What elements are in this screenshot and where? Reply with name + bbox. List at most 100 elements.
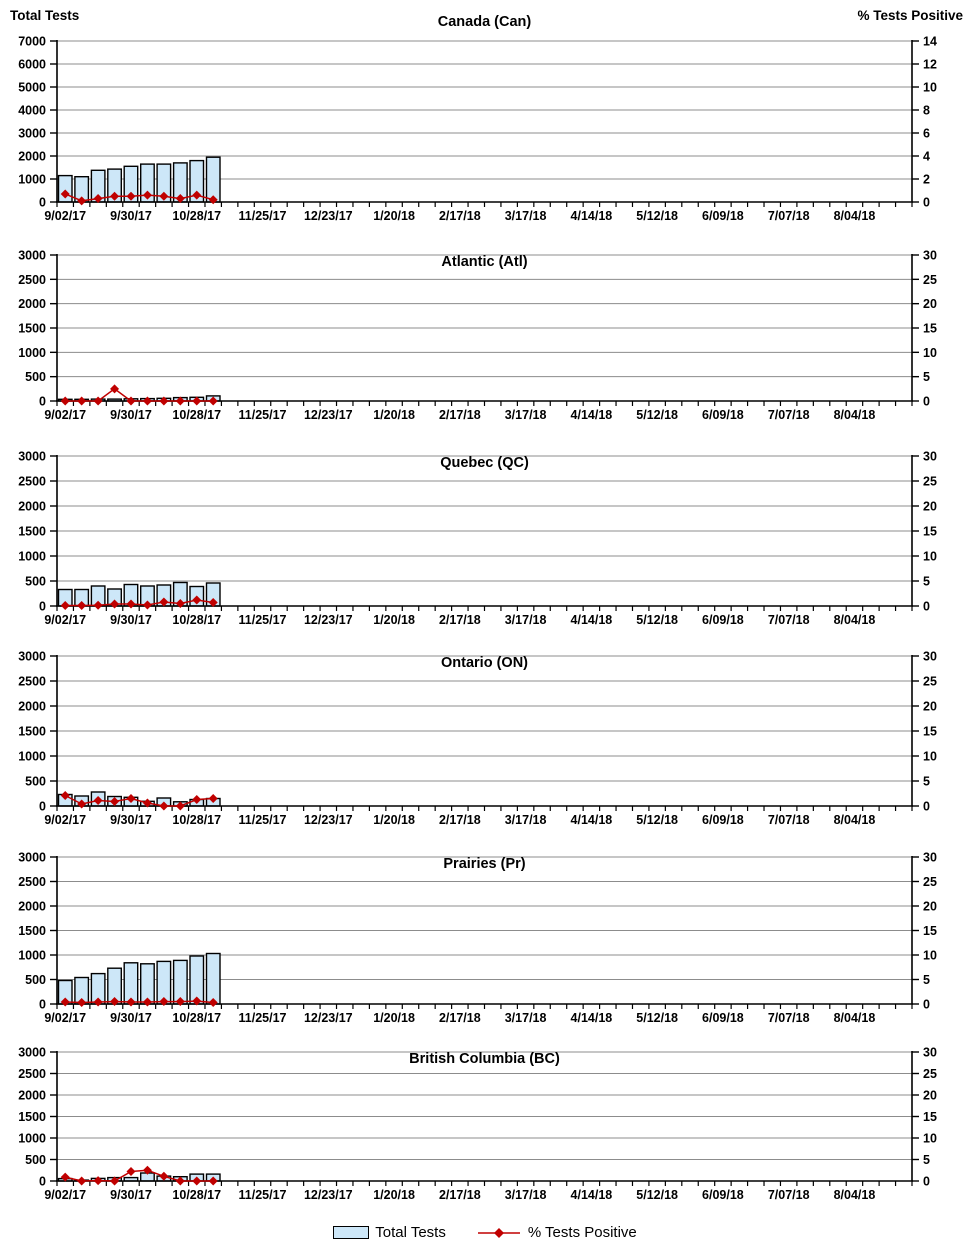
y-tick-label-left: 2500 — [18, 475, 46, 489]
y-tick-label-left: 1000 — [18, 346, 46, 360]
pct-positive-marker — [126, 396, 136, 406]
x-tick-label: 9/02/17 — [44, 1011, 86, 1025]
y-tick-label-left: 1500 — [18, 322, 46, 336]
y-tick-label-right: 0 — [923, 395, 930, 409]
pct-positive-marker — [192, 190, 202, 200]
pct-positive-marker — [175, 801, 185, 811]
y-tick-label-left: 3000 — [18, 450, 46, 464]
x-tick-label: 1/20/18 — [373, 1011, 415, 1025]
x-tick-label: 9/02/17 — [44, 209, 86, 223]
x-tick-label: 3/17/18 — [505, 209, 547, 223]
y-tick-label-left: 3000 — [18, 851, 46, 865]
x-tick-label: 8/04/18 — [834, 1011, 876, 1025]
total-tests-bars — [57, 156, 221, 203]
x-tick-label: 9/02/17 — [44, 408, 86, 422]
y-tick-label-left: 1500 — [18, 924, 46, 938]
pct-positive-marker — [110, 1176, 120, 1186]
x-tick-label: 5/12/18 — [636, 1011, 678, 1025]
chart-title: Canada (Can) — [438, 14, 532, 30]
pct-positive-line — [60, 996, 218, 1008]
x-tick-label: 1/20/18 — [373, 209, 415, 223]
x-tick-label: 5/12/18 — [636, 613, 678, 627]
pct-positive-marker — [93, 396, 103, 406]
x-tick-label: 3/17/18 — [505, 1011, 547, 1025]
y-axis-right-labels: 0 5 10 15 20 25 30 — [912, 450, 937, 614]
pct-positive-marker — [126, 191, 136, 201]
x-tick-label: 7/07/18 — [768, 209, 810, 223]
x-tick-label: 8/04/18 — [834, 813, 876, 827]
x-tick-label: 6/09/18 — [702, 408, 744, 422]
gridlines — [57, 655, 912, 782]
y-tick-label-right: 6 — [923, 127, 930, 141]
y-axis-left-labels: 0 1000 2000 3000 4000 5000 6000 7000 — [18, 35, 57, 210]
y-tick-label-left: 0 — [39, 395, 46, 409]
x-tick-label: 12/23/17 — [304, 813, 353, 827]
y-tick-label-right: 10 — [923, 550, 937, 564]
pct-positive-marker — [175, 1176, 185, 1186]
legend-item-pct-positive: % Tests Positive — [476, 1224, 637, 1241]
pct-positive-marker — [93, 194, 103, 204]
y-tick-label-left: 3000 — [18, 650, 46, 664]
pct-positive-marker — [93, 997, 103, 1007]
x-axis-ticks: 9/02/17 9/30/17 10/28/17 11/25/17 12/23/17 1/… — [44, 806, 913, 827]
x-tick-label: 4/14/18 — [571, 1188, 613, 1202]
left-axis-header: Total Tests — [10, 8, 80, 23]
total-tests-bars — [57, 581, 221, 607]
legend-label: % Tests Positive — [527, 1224, 637, 1241]
x-tick-label: 5/12/18 — [636, 813, 678, 827]
pct-positive-marker — [77, 799, 87, 809]
y-tick-label-right: 0 — [923, 1175, 930, 1189]
y-tick-label-right: 20 — [923, 700, 937, 714]
y-axis-left-labels: 0 500 1000 1500 2000 2500 3000 — [18, 1046, 57, 1189]
y-tick-label-left: 1000 — [18, 750, 46, 764]
y-tick-label-left: 3000 — [18, 249, 46, 263]
x-tick-label: 12/23/17 — [304, 209, 353, 223]
y-tick-label-right: 10 — [923, 346, 937, 360]
x-tick-label: 9/02/17 — [44, 813, 86, 827]
x-tick-label: 7/07/18 — [768, 1011, 810, 1025]
chart-quebec-qc: 0 500 1000 1500 2000 2500 3000 0 5 10 15 20 25 30 9/02… — [18, 450, 937, 628]
x-axis-ticks: 9/02/17 9/30/17 10/28/17 11/25/17 12/23/17 1/… — [44, 1004, 913, 1025]
chart-canada-can: 0 1000 2000 3000 4000 5000 6000 7000 0 2 4 6 8 10 12 14… — [18, 14, 937, 223]
y-tick-label-right: 5 — [923, 575, 930, 589]
pct-positive-marker — [60, 396, 70, 406]
pct-positive-marker — [110, 191, 120, 201]
x-tick-label: 12/23/17 — [304, 613, 353, 627]
pct-positive-marker — [159, 1171, 169, 1181]
pct-positive-line — [60, 791, 218, 811]
pct-positive-marker — [142, 396, 152, 406]
x-tick-label: 11/25/17 — [239, 1188, 287, 1202]
y-tick-label-left: 0 — [39, 800, 46, 814]
legend: Total Tests % Tests Positive — [0, 1224, 970, 1241]
x-tick-label: 3/17/18 — [505, 408, 547, 422]
x-tick-label: 8/04/18 — [834, 613, 876, 627]
pct-positive-marker — [175, 194, 185, 204]
y-tick-label-left: 1500 — [18, 525, 46, 539]
x-tick-label: 2/17/18 — [439, 1011, 481, 1025]
y-tick-label-right: 25 — [923, 675, 937, 689]
x-tick-label: 9/30/17 — [110, 408, 152, 422]
legend-label: Total Tests — [375, 1224, 446, 1241]
y-tick-label-right: 30 — [923, 249, 937, 263]
pct-positive-marker — [159, 191, 169, 201]
x-tick-label: 9/02/17 — [44, 613, 86, 627]
y-tick-label-right: 20 — [923, 500, 937, 514]
y-tick-label-left: 500 — [25, 1153, 46, 1167]
x-tick-label: 6/09/18 — [702, 209, 744, 223]
y-axis-right-labels: 0 2 4 6 8 10 12 14 — [912, 35, 937, 210]
x-tick-label: 1/20/18 — [373, 813, 415, 827]
y-axis-left-labels: 0 500 1000 1500 2000 2500 3000 — [18, 851, 57, 1012]
pct-positive-line-icon — [477, 1227, 520, 1238]
y-tick-label-left: 2500 — [18, 875, 46, 889]
pct-positive-marker — [159, 997, 169, 1007]
y-tick-label-right: 0 — [923, 600, 930, 614]
total-tests-bars — [57, 952, 221, 1005]
pct-positive-marker — [126, 599, 136, 609]
y-tick-label-right: 5 — [923, 973, 930, 987]
x-tick-label: 10/28/17 — [172, 1011, 221, 1025]
x-tick-label: 6/09/18 — [702, 1011, 744, 1025]
x-tick-label: 11/25/17 — [239, 813, 287, 827]
y-tick-label-right: 8 — [923, 104, 930, 118]
y-tick-label-right: 20 — [923, 1089, 937, 1103]
x-tick-label: 4/14/18 — [571, 1011, 613, 1025]
